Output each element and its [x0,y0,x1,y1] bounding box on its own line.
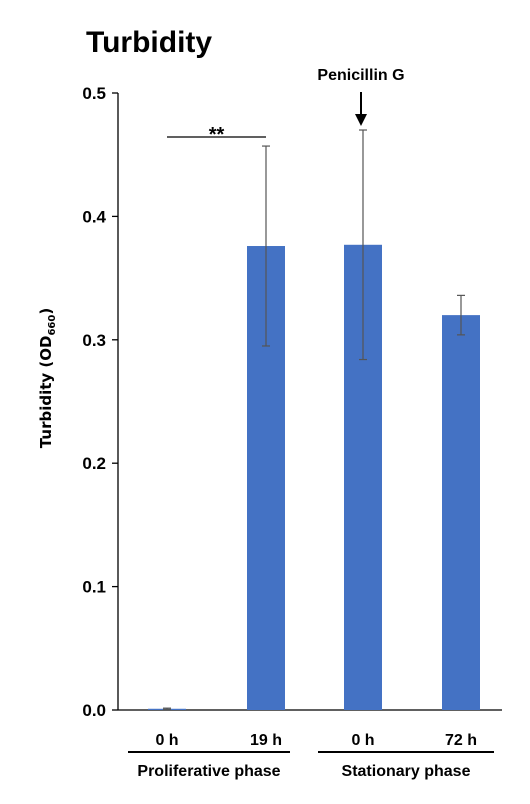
chart-title: Turbidity [86,26,212,59]
y-axis-label: Turbidity (OD660) [37,308,58,448]
category-label: 0 h [351,732,374,749]
category-label: 72 h [445,732,477,749]
y-ticks: 0.0 0.1 0.2 0.3 0.4 0.5 [82,84,118,720]
error-bars [163,129,465,710]
category-labels: 0 h 19 h 0 h 72 h [155,732,477,749]
y-axis-label-close: ) [37,308,55,315]
group-labels: Proliferative phase Stationary phase [128,751,494,780]
bar [442,315,480,710]
y-tick-label: 0.3 [82,331,106,350]
y-tick-label: 0.5 [82,84,106,103]
category-label: 0 h [155,732,178,749]
y-tick-label: 0.2 [82,454,106,473]
penicillin-g-arrow-head [355,114,367,126]
y-axis-label-subscript: 660 [47,315,58,336]
penicillin-g-label: Penicillin G [317,67,404,84]
y-tick-label: 0.4 [82,207,106,226]
category-label: 19 h [250,732,282,749]
y-tick-label: 0.1 [82,578,106,597]
bars [148,244,480,711]
y-axis-label-main: Turbidity (OD [37,336,55,449]
significance-marker: ** [209,124,225,146]
group-label: Proliferative phase [137,763,280,780]
group-label: Stationary phase [342,763,471,780]
y-tick-label: 0.0 [82,701,106,720]
